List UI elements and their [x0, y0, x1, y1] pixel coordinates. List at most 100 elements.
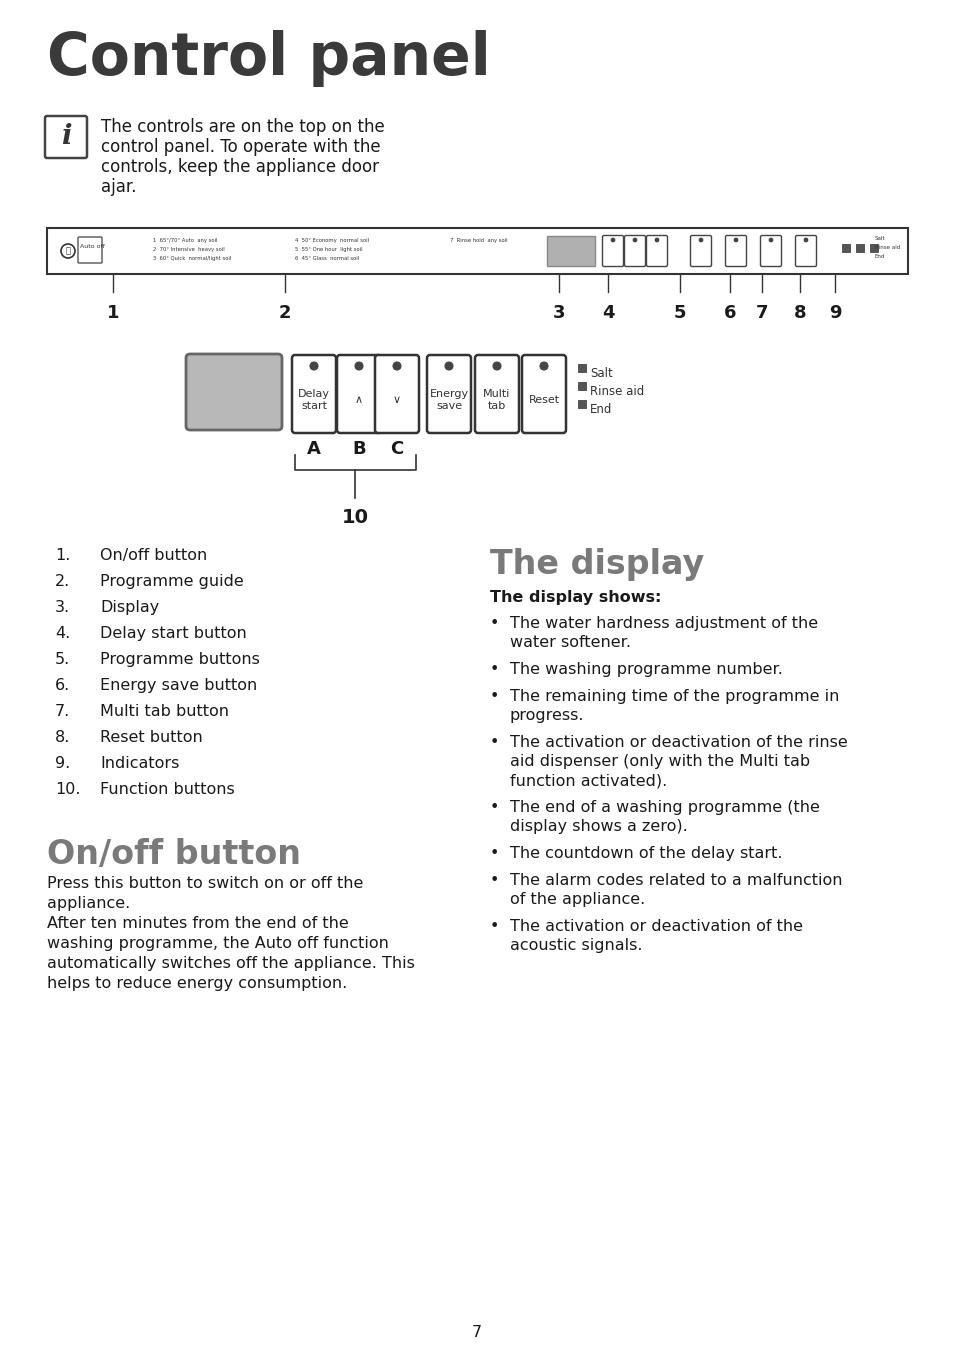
Text: 4  50° Economy  normal soil: 4 50° Economy normal soil [294, 238, 369, 243]
FancyBboxPatch shape [186, 354, 282, 430]
Text: Multi tab button: Multi tab button [100, 704, 229, 719]
Text: The water hardness adjustment of the: The water hardness adjustment of the [510, 617, 818, 631]
Text: controls, keep the appliance door: controls, keep the appliance door [101, 158, 378, 176]
Text: C: C [390, 439, 403, 458]
Circle shape [310, 362, 317, 370]
Circle shape [803, 238, 807, 242]
Text: The controls are on the top on the: The controls are on the top on the [101, 118, 384, 137]
Text: The alarm codes related to a malfunction: The alarm codes related to a malfunction [510, 873, 841, 888]
Text: After ten minutes from the end of the: After ten minutes from the end of the [47, 917, 349, 932]
Text: Display: Display [100, 600, 159, 615]
FancyBboxPatch shape [78, 237, 102, 264]
Circle shape [610, 238, 615, 242]
Text: 2: 2 [278, 304, 291, 322]
Bar [47, 228, 907, 274]
Text: Auto off: Auto off [80, 243, 105, 249]
Text: B: B [352, 439, 365, 458]
FancyBboxPatch shape [336, 356, 380, 433]
Text: •: • [490, 873, 498, 888]
Text: 1.: 1. [55, 548, 71, 562]
Text: 8.: 8. [55, 730, 71, 745]
Bar [855, 243, 863, 251]
Circle shape [733, 238, 738, 242]
Text: End: End [874, 254, 884, 260]
Text: 9.: 9. [55, 756, 71, 771]
Text: aid dispenser (only with the Multi tab: aid dispenser (only with the Multi tab [510, 754, 809, 769]
Text: appliance.: appliance. [47, 896, 131, 911]
Text: Rinse aid: Rinse aid [874, 245, 900, 250]
FancyBboxPatch shape [292, 356, 335, 433]
Circle shape [393, 362, 400, 370]
Text: •: • [490, 800, 498, 815]
Bar [869, 243, 877, 251]
Text: Indicators: Indicators [100, 756, 179, 771]
Text: 3  60° Quick  normal/light soil: 3 60° Quick normal/light soil [152, 256, 232, 261]
Text: Reset: Reset [528, 395, 559, 406]
Text: of the appliance.: of the appliance. [510, 892, 644, 907]
Text: 7.: 7. [55, 704, 71, 719]
Text: helps to reduce energy consumption.: helps to reduce energy consumption. [47, 976, 347, 991]
Text: 7  Rinse hold  any soil: 7 Rinse hold any soil [450, 238, 507, 243]
FancyBboxPatch shape [690, 235, 711, 266]
FancyBboxPatch shape [375, 356, 418, 433]
Text: 9: 9 [828, 304, 841, 322]
FancyBboxPatch shape [646, 235, 667, 266]
Bar [546, 237, 595, 266]
Text: 3.: 3. [55, 600, 71, 615]
Circle shape [768, 238, 772, 242]
Text: 4: 4 [601, 304, 614, 322]
Circle shape [539, 362, 547, 370]
FancyBboxPatch shape [602, 235, 623, 266]
FancyBboxPatch shape [521, 356, 565, 433]
Text: display shows a zero).: display shows a zero). [510, 819, 687, 834]
Text: water softener.: water softener. [510, 635, 630, 650]
Text: •: • [490, 617, 498, 631]
Text: Salt: Salt [874, 237, 884, 241]
Text: The activation or deactivation of the: The activation or deactivation of the [510, 919, 802, 934]
Text: The end of a washing programme (the: The end of a washing programme (the [510, 800, 819, 815]
Text: The countdown of the delay start.: The countdown of the delay start. [510, 846, 781, 861]
Text: The display shows:: The display shows: [490, 589, 660, 604]
Text: •: • [490, 662, 498, 677]
Text: •: • [490, 846, 498, 861]
FancyBboxPatch shape [475, 356, 518, 433]
FancyBboxPatch shape [624, 235, 645, 266]
Text: 6.: 6. [55, 677, 71, 694]
Text: progress.: progress. [510, 708, 584, 723]
Text: 2.: 2. [55, 575, 71, 589]
Text: Press this button to switch on or off the: Press this button to switch on or off th… [47, 876, 363, 891]
Text: washing programme, the Auto off function: washing programme, the Auto off function [47, 936, 389, 950]
Text: A: A [307, 439, 320, 458]
Text: i: i [61, 123, 71, 150]
Text: Delay
start: Delay start [297, 389, 330, 411]
Text: Rinse aid: Rinse aid [589, 385, 643, 397]
Text: 6  45° Glass  normal soil: 6 45° Glass normal soil [294, 256, 359, 261]
FancyBboxPatch shape [724, 235, 745, 266]
Text: 8: 8 [793, 304, 805, 322]
Circle shape [493, 362, 500, 370]
Bar [578, 400, 585, 408]
Text: 6: 6 [723, 304, 736, 322]
Text: •: • [490, 919, 498, 934]
FancyBboxPatch shape [760, 235, 781, 266]
Text: The washing programme number.: The washing programme number. [510, 662, 782, 677]
Text: Control panel: Control panel [47, 30, 490, 87]
Bar [578, 364, 585, 372]
Text: 4.: 4. [55, 626, 71, 641]
Text: The remaining time of the programme in: The remaining time of the programme in [510, 690, 839, 704]
Text: automatically switches off the appliance. This: automatically switches off the appliance… [47, 956, 415, 971]
Text: 5: 5 [673, 304, 685, 322]
Text: The display: The display [490, 548, 703, 581]
Text: On/off button: On/off button [100, 548, 207, 562]
Text: Multi
tab: Multi tab [483, 389, 510, 411]
Text: 3: 3 [552, 304, 565, 322]
Text: Reset button: Reset button [100, 730, 203, 745]
Text: ∧: ∧ [355, 395, 363, 406]
Text: Energy
save: Energy save [429, 389, 468, 411]
Text: ajar.: ajar. [101, 178, 136, 196]
Text: ∨: ∨ [393, 395, 400, 406]
Bar [578, 383, 585, 389]
Text: acoustic signals.: acoustic signals. [510, 938, 641, 953]
Text: 5  55° One hour  light soil: 5 55° One hour light soil [294, 247, 362, 251]
Text: Salt: Salt [589, 366, 612, 380]
